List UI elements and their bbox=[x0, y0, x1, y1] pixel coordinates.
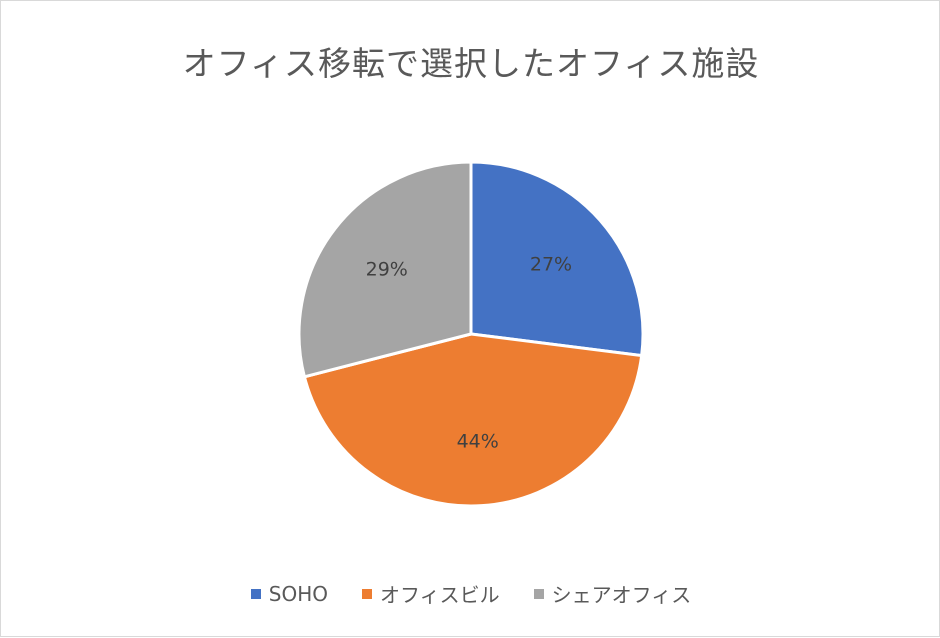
legend-label-shared-office: シェアオフィス bbox=[551, 583, 692, 607]
data-label-soho: 27% bbox=[530, 253, 572, 275]
legend-label-soho: SOHO bbox=[268, 581, 328, 606]
legend-item-shared-office: シェアオフィス bbox=[533, 579, 692, 608]
legend-swatch-soho bbox=[250, 588, 261, 599]
legend-swatch-shared-office bbox=[533, 588, 544, 599]
pie-slice-shared-office bbox=[297, 160, 473, 379]
pie-slice-office-building bbox=[302, 332, 644, 508]
legend: SOHO オフィスビル シェアオフィス bbox=[1, 579, 940, 608]
pie-slice-soho bbox=[469, 160, 645, 358]
legend-swatch-office-building bbox=[362, 588, 372, 599]
chart-title: オフィス移転で選択したオフィス施設 bbox=[182, 44, 760, 83]
legend-label-office-building: オフィスビル bbox=[380, 583, 500, 607]
legend-item-office-building: オフィスビル bbox=[362, 579, 500, 608]
data-label-shared-office: 29% bbox=[366, 259, 408, 281]
legend-item-soho: SOHO bbox=[250, 581, 328, 606]
data-label-office-building: 44% bbox=[457, 430, 499, 452]
